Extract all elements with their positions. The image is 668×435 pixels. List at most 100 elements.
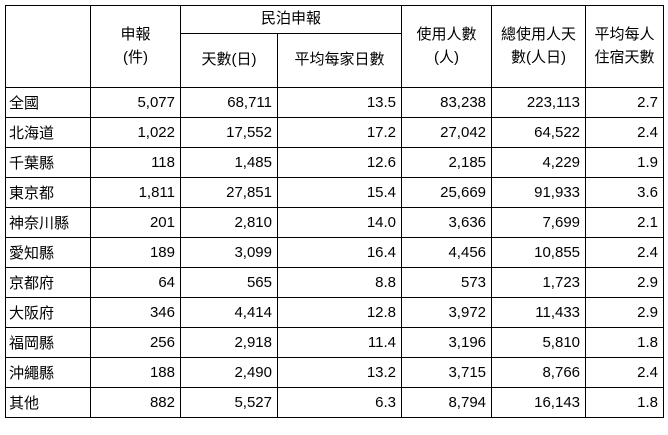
days-cell: 2,810 [180,207,278,238]
avg-stay-cell: 2.4 [585,237,665,268]
table-row: 大阪府 346 4,414 12.8 3,972 11,433 2.9 [5,297,665,328]
person-days-cell: 1,723 [491,267,587,298]
avg-stay-cell: 2.4 [585,357,665,388]
person-days-cell: 4,229 [491,147,587,178]
avg-stay-cell: 2.4 [585,117,665,148]
header-total-person-days: 總使用人天 數(人日) [491,5,587,88]
applications-cell: 1,811 [90,177,181,208]
table-row: 神奈川縣 201 2,810 14.0 3,636 7,699 2.1 [5,207,665,238]
table-row: 福岡縣 256 2,918 11.4 3,196 5,810 1.8 [5,327,665,358]
header-users: 使用人數 (人) [401,5,493,88]
days-cell: 5,527 [180,387,278,418]
header-region [5,5,91,88]
avg-stay-cell: 2.9 [585,297,665,328]
avg-stay-cell: 3.6 [585,177,665,208]
users-cell: 27,042 [401,117,493,148]
avg-stay-cell: 2.7 [585,87,665,118]
applications-cell: 64 [90,267,181,298]
header-avg-stay-line2: 住宿天數 [594,48,655,66]
person-days-cell: 64,522 [491,117,587,148]
person-days-cell: 7,699 [491,207,587,238]
users-cell: 3,636 [401,207,493,238]
applications-cell: 346 [90,297,181,328]
days-cell: 4,414 [180,297,278,328]
region-cell: 大阪府 [5,297,91,328]
table-row: 京都府 64 565 8.8 573 1,723 2.9 [5,267,665,298]
person-days-cell: 91,933 [491,177,587,208]
users-cell: 3,972 [401,297,493,328]
header-avg-stay: 平均每人 住宿天數 [585,5,665,88]
applications-cell: 882 [90,387,181,418]
header-days: 天數(日) [180,33,278,88]
users-cell: 3,196 [401,327,493,358]
header-applications: 申報 (件) [90,5,181,88]
minpaku-statistics-table: 申報 (件) 民泊申報 使用人數 (人) 總使用人天 數(人日) 平均每人 住宿… [5,5,665,418]
avg-days-cell: 13.2 [276,357,403,388]
applications-cell: 201 [90,207,181,238]
days-cell: 27,851 [180,177,278,208]
table-row: 沖繩縣 188 2,490 13.2 3,715 8,766 2.4 [5,357,665,388]
applications-cell: 188 [90,357,181,388]
avg-days-cell: 14.0 [276,207,403,238]
region-cell: 全國 [5,87,91,118]
days-cell: 17,552 [180,117,278,148]
header-avg-stay-line1: 平均每人 [594,26,655,43]
person-days-cell: 5,810 [491,327,587,358]
region-cell: 其他 [5,387,91,418]
days-cell: 1,485 [180,147,278,178]
avg-days-cell: 17.2 [276,117,403,148]
region-cell: 愛知縣 [5,237,91,268]
users-cell: 4,456 [401,237,493,268]
region-cell: 千葉縣 [5,147,91,178]
person-days-cell: 223,113 [491,87,587,118]
table-row: 愛知縣 189 3,099 16.4 4,456 10,855 2.4 [5,237,665,268]
users-cell: 8,794 [401,387,493,418]
users-cell: 25,669 [401,177,493,208]
region-cell: 北海道 [5,117,91,148]
person-days-cell: 16,143 [491,387,587,418]
avg-days-cell: 12.8 [276,297,403,328]
header-applications-line1: 申報 [120,26,151,43]
avg-stay-cell: 1.8 [585,387,665,418]
region-cell: 京都府 [5,267,91,298]
users-cell: 3,715 [401,357,493,388]
person-days-cell: 11,433 [491,297,587,328]
header-total-person-days-line2: 數(人日) [511,48,567,66]
avg-days-cell: 8.8 [276,267,403,298]
table-row: 全國 5,077 68,711 13.5 83,238 223,113 2.7 [5,87,665,118]
avg-days-cell: 11.4 [276,327,403,358]
users-cell: 2,185 [401,147,493,178]
days-cell: 565 [180,267,278,298]
avg-stay-cell: 1.8 [585,327,665,358]
region-cell: 東京都 [5,177,91,208]
person-days-cell: 8,766 [491,357,587,388]
days-cell: 2,918 [180,327,278,358]
table-row: 其他 882 5,527 6.3 8,794 16,143 1.8 [5,387,665,418]
days-cell: 68,711 [180,87,278,118]
header-total-person-days-line1: 總使用人天 [501,26,577,43]
region-cell: 神奈川縣 [5,207,91,238]
avg-days-cell: 12.6 [276,147,403,178]
header-applications-line2: (件) [123,48,148,66]
days-cell: 2,490 [180,357,278,388]
avg-stay-cell: 2.9 [585,267,665,298]
applications-cell: 189 [90,237,181,268]
avg-days-cell: 6.3 [276,387,403,418]
header-group-minpaku: 民泊申報 [179,5,403,34]
applications-cell: 256 [90,327,181,358]
table-row: 東京都 1,811 27,851 15.4 25,669 91,933 3.6 [5,177,665,208]
avg-stay-cell: 2.1 [585,207,665,238]
person-days-cell: 10,855 [491,237,587,268]
table-row: 千葉縣 118 1,485 12.6 2,185 4,229 1.9 [5,147,665,178]
header-avg-days-per-house: 平均每家日數 [276,33,403,88]
region-cell: 福岡縣 [5,327,91,358]
header-users-line1: 使用人數 [416,26,477,43]
table-body: 全國 5,077 68,711 13.5 83,238 223,113 2.7 … [5,87,665,418]
avg-stay-cell: 1.9 [585,147,665,178]
avg-days-cell: 13.5 [276,87,403,118]
table-row: 北海道 1,022 17,552 17.2 27,042 64,522 2.4 [5,117,665,148]
avg-days-cell: 16.4 [276,237,403,268]
applications-cell: 5,077 [90,87,181,118]
users-cell: 573 [401,267,493,298]
applications-cell: 1,022 [90,117,181,148]
